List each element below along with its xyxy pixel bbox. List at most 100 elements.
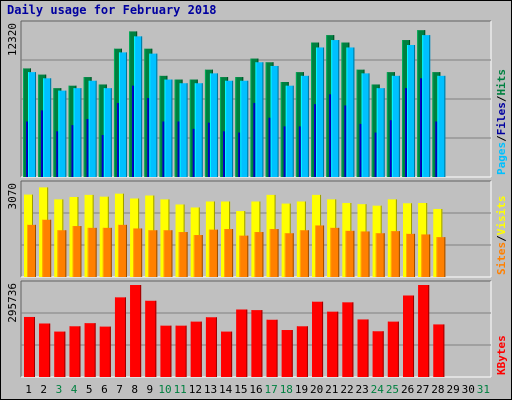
bar-sites [178, 232, 188, 277]
bar-sites [208, 229, 218, 277]
bar-sites [390, 231, 400, 277]
bar-sites [148, 230, 158, 277]
y-max-label: 3070 [6, 183, 19, 210]
bar-hits [235, 77, 244, 177]
bar-pages [209, 73, 218, 177]
x-tick-label: 9 [147, 383, 154, 396]
bar-sites [42, 219, 52, 277]
bar-sites [117, 224, 127, 277]
bar-kbytes [266, 319, 278, 377]
x-tick-label: 15 [234, 383, 247, 396]
bar-pages [240, 80, 249, 177]
bar-sites [224, 229, 234, 277]
bar-pages [331, 40, 340, 178]
bar-kbytes [205, 317, 217, 377]
bar-pages [118, 52, 127, 177]
bar-hits [295, 72, 304, 177]
right-axis-label-part: / [495, 235, 508, 242]
bar-kbytes [160, 325, 172, 377]
bar-sites [330, 227, 340, 277]
bar-pages [88, 80, 97, 177]
bar-pages [407, 44, 416, 177]
x-tick-label: 22 [340, 383, 353, 396]
x-tick-label: 8 [131, 383, 138, 396]
bar-sites [193, 235, 203, 277]
bar-pages [422, 35, 431, 177]
bar-sites [284, 233, 294, 277]
bar-sites [375, 233, 385, 277]
x-tick-label: 30 [462, 383, 475, 396]
bar-kbytes [99, 326, 111, 377]
bar-pages [391, 75, 400, 177]
bar-kbytes [296, 326, 308, 377]
bar-sites [269, 229, 279, 277]
bar-sites [102, 227, 112, 277]
bar-pages [43, 78, 52, 177]
x-tick-label: 5 [86, 383, 93, 396]
x-tick-label: 11 [174, 383, 187, 396]
bar-pages [300, 75, 309, 177]
bar-sites [57, 230, 67, 277]
x-tick-label: 24 [371, 383, 385, 396]
x-tick-label: 6 [101, 383, 108, 396]
bar-kbytes [236, 309, 248, 377]
bar-sites [360, 231, 370, 277]
bar-sites [421, 234, 431, 277]
x-tick-label: 27 [416, 383, 429, 396]
bar-kbytes [357, 319, 369, 377]
x-tick-label: 10 [158, 383, 171, 396]
bar-pages [149, 53, 158, 177]
x-tick-label: 19 [295, 383, 308, 396]
right-axis-label-part: / [495, 135, 508, 142]
bar-kbytes [221, 331, 233, 377]
bar-pages [376, 88, 385, 177]
x-tick-label: 4 [71, 383, 78, 396]
bar-kbytes [372, 331, 384, 377]
bar-pages [28, 72, 36, 177]
bar-pages [58, 90, 67, 177]
x-tick-label: 20 [310, 383, 323, 396]
bar-pages [194, 83, 203, 177]
x-tick-label: 29 [446, 383, 459, 396]
bar-hits [98, 84, 107, 177]
x-tick-label: 1 [25, 383, 32, 396]
bar-kbytes [114, 297, 126, 377]
right-axis-label-part: Hits [495, 69, 508, 96]
x-tick-label: 7 [116, 383, 123, 396]
x-tick-label: 13 [204, 383, 217, 396]
right-axis-label-part: Files [495, 102, 508, 135]
y-max-label: 295736 [6, 283, 19, 323]
bar-pages [164, 79, 173, 177]
bar-pages [316, 47, 325, 177]
right-axis-label: Sites/Visits [495, 196, 508, 276]
bar-kbytes [433, 324, 445, 377]
chart-title: Daily usage for February 2018 [7, 3, 217, 17]
bar-pages [361, 73, 370, 177]
x-tick-label: 12 [189, 383, 202, 396]
bar-sites [72, 226, 82, 277]
bar-kbytes [190, 321, 202, 377]
bar-hits [189, 79, 198, 177]
right-axis-label: KBytes [495, 335, 508, 375]
bar-pages [73, 88, 82, 177]
right-axis-label-part: / [495, 95, 508, 102]
bar-kbytes [327, 311, 339, 377]
bar-pages [285, 85, 294, 177]
bar-kbytes [312, 301, 324, 377]
x-tick-label: 21 [325, 383, 338, 396]
x-tick-label: 2 [40, 383, 47, 396]
bar-kbytes [342, 302, 354, 377]
right-axis-label-part: Pages [495, 142, 508, 175]
bar-pages [134, 36, 143, 178]
bar-hits [220, 77, 229, 177]
x-tick-label: 26 [401, 383, 414, 396]
bar-kbytes [24, 316, 35, 377]
y-max-label: 12320 [6, 23, 19, 56]
bar-pages [225, 80, 234, 177]
x-tick-label: 23 [356, 383, 369, 396]
bar-kbytes [281, 330, 293, 377]
bar-sites [436, 237, 446, 277]
x-tick-label: 28 [431, 383, 444, 396]
bar-kbytes [145, 300, 157, 377]
